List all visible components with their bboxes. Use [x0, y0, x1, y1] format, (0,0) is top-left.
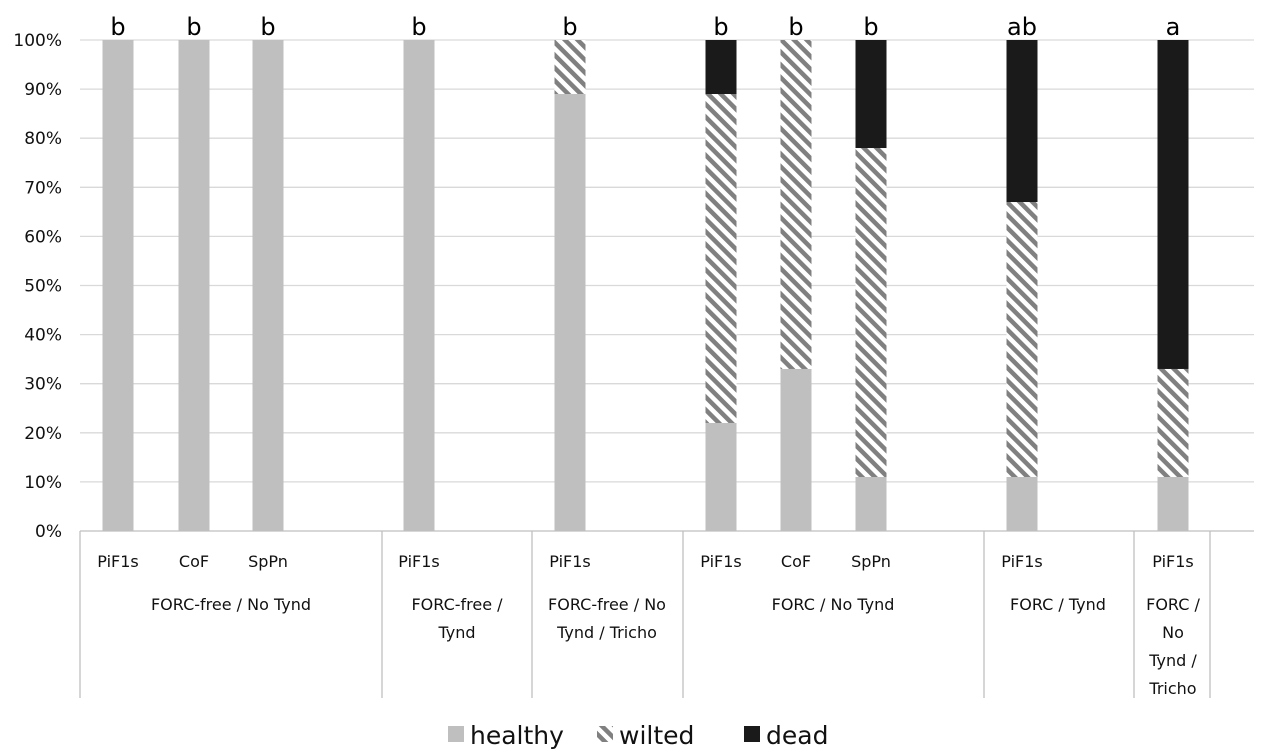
- significance-letter: b: [562, 13, 577, 41]
- y-tick-label: 80%: [24, 129, 62, 149]
- significance-letter: b: [411, 13, 426, 41]
- significance-letter: b: [260, 13, 275, 41]
- bar-stack: [1157, 40, 1189, 531]
- y-tick-label: 60%: [24, 227, 62, 247]
- significance-letter: b: [713, 13, 728, 41]
- y-axis-tick-labels: 0% 10% 20% 30% 40% 50% 60% 70% 80% 90% 100%: [13, 31, 62, 542]
- category-label: CoF: [179, 552, 209, 571]
- group-label: Tynd: [437, 623, 475, 642]
- category-label: PiF1s: [97, 552, 138, 571]
- y-tick-label: 100%: [13, 31, 62, 51]
- bar-segment-healthy: [1157, 476, 1189, 531]
- legend-healthy: healthy: [448, 721, 564, 750]
- bar-segment-wilted: [780, 40, 812, 369]
- significance-letter: a: [1166, 13, 1181, 41]
- legend-swatch: [597, 726, 613, 742]
- legend-swatch: [448, 726, 464, 742]
- y-tick-label: 0%: [35, 522, 62, 542]
- legend-label: wilted: [619, 721, 694, 750]
- significance-letter: b: [186, 13, 201, 41]
- bar-segment-healthy: [1006, 476, 1038, 531]
- bar-segment-wilted: [705, 94, 737, 423]
- group-label: Tricho: [1148, 679, 1196, 698]
- bar-stack: [403, 40, 435, 531]
- bar-segment-dead: [1157, 40, 1189, 369]
- group-label: FORC /: [1146, 595, 1200, 614]
- category-label: SpPn: [851, 552, 891, 571]
- significance-letters: b b b b b b b b ab a: [110, 13, 1180, 41]
- bar-segment-dead: [855, 40, 887, 149]
- category-label: SpPn: [248, 552, 288, 571]
- bar-segment-healthy: [178, 40, 210, 531]
- y-tick-label: 30%: [24, 375, 62, 395]
- bar-stack: [178, 40, 210, 531]
- bar-segment-wilted: [1157, 368, 1189, 477]
- y-tick-label: 20%: [24, 424, 62, 444]
- legend: healthy wilted dead: [448, 721, 828, 750]
- x-axis: [79, 530, 1254, 698]
- legend-swatch: [744, 726, 760, 742]
- bars: [102, 40, 1189, 531]
- group-label: Tynd /: [1148, 651, 1197, 670]
- bar-segment-healthy: [252, 40, 284, 531]
- legend-wilted: wilted: [597, 721, 694, 750]
- x-axis-labels: PiF1s CoF SpPn PiF1s PiF1s PiF1s CoF SpPn PiF1s P…: [97, 552, 1200, 698]
- bar-segment-healthy: [780, 368, 812, 531]
- significance-letter: ab: [1007, 13, 1037, 41]
- significance-letter: b: [110, 13, 125, 41]
- category-label: PiF1s: [1001, 552, 1042, 571]
- bar-stack: [705, 40, 737, 531]
- category-label: PiF1s: [1152, 552, 1193, 571]
- category-label: PiF1s: [398, 552, 439, 571]
- y-tick-label: 90%: [24, 80, 62, 100]
- significance-letter: b: [788, 13, 803, 41]
- bar-segment-wilted: [1006, 202, 1038, 477]
- significance-letter: b: [863, 13, 878, 41]
- category-label: PiF1s: [700, 552, 741, 571]
- y-tick-label: 40%: [24, 326, 62, 346]
- legend-dead: dead: [744, 721, 828, 750]
- legend-label: healthy: [470, 721, 564, 750]
- group-label: No: [1162, 623, 1184, 642]
- bar-segment-healthy: [102, 40, 134, 531]
- bar-segment-dead: [705, 40, 737, 95]
- group-label: FORC-free /: [411, 595, 503, 614]
- bar-segment-wilted: [855, 148, 887, 477]
- bar-segment-healthy: [705, 422, 737, 531]
- y-tick-label: 50%: [24, 277, 62, 297]
- category-label: CoF: [781, 552, 811, 571]
- bar-stack: [1006, 40, 1038, 531]
- bar-stack: [554, 40, 586, 531]
- group-label: FORC-free / No Tynd: [151, 595, 311, 614]
- group-label: FORC-free / No: [548, 595, 666, 614]
- bar-segment-healthy: [403, 40, 435, 531]
- bar-segment-healthy: [855, 476, 887, 531]
- y-tick-label: 70%: [24, 178, 62, 198]
- group-label: Tynd / Tricho: [556, 623, 657, 642]
- legend-label: dead: [766, 721, 828, 750]
- group-label: FORC / No Tynd: [772, 595, 895, 614]
- bar-stack: [780, 40, 812, 531]
- bar-segment-wilted: [554, 40, 586, 95]
- bar-stack: [252, 40, 284, 531]
- y-tick-label: 10%: [24, 473, 62, 493]
- bar-segment-healthy: [554, 94, 586, 531]
- category-label: PiF1s: [549, 552, 590, 571]
- bar-segment-dead: [1006, 40, 1038, 203]
- bar-stack: [102, 40, 134, 531]
- bar-stack: [855, 40, 887, 531]
- group-label: FORC / Tynd: [1010, 595, 1106, 614]
